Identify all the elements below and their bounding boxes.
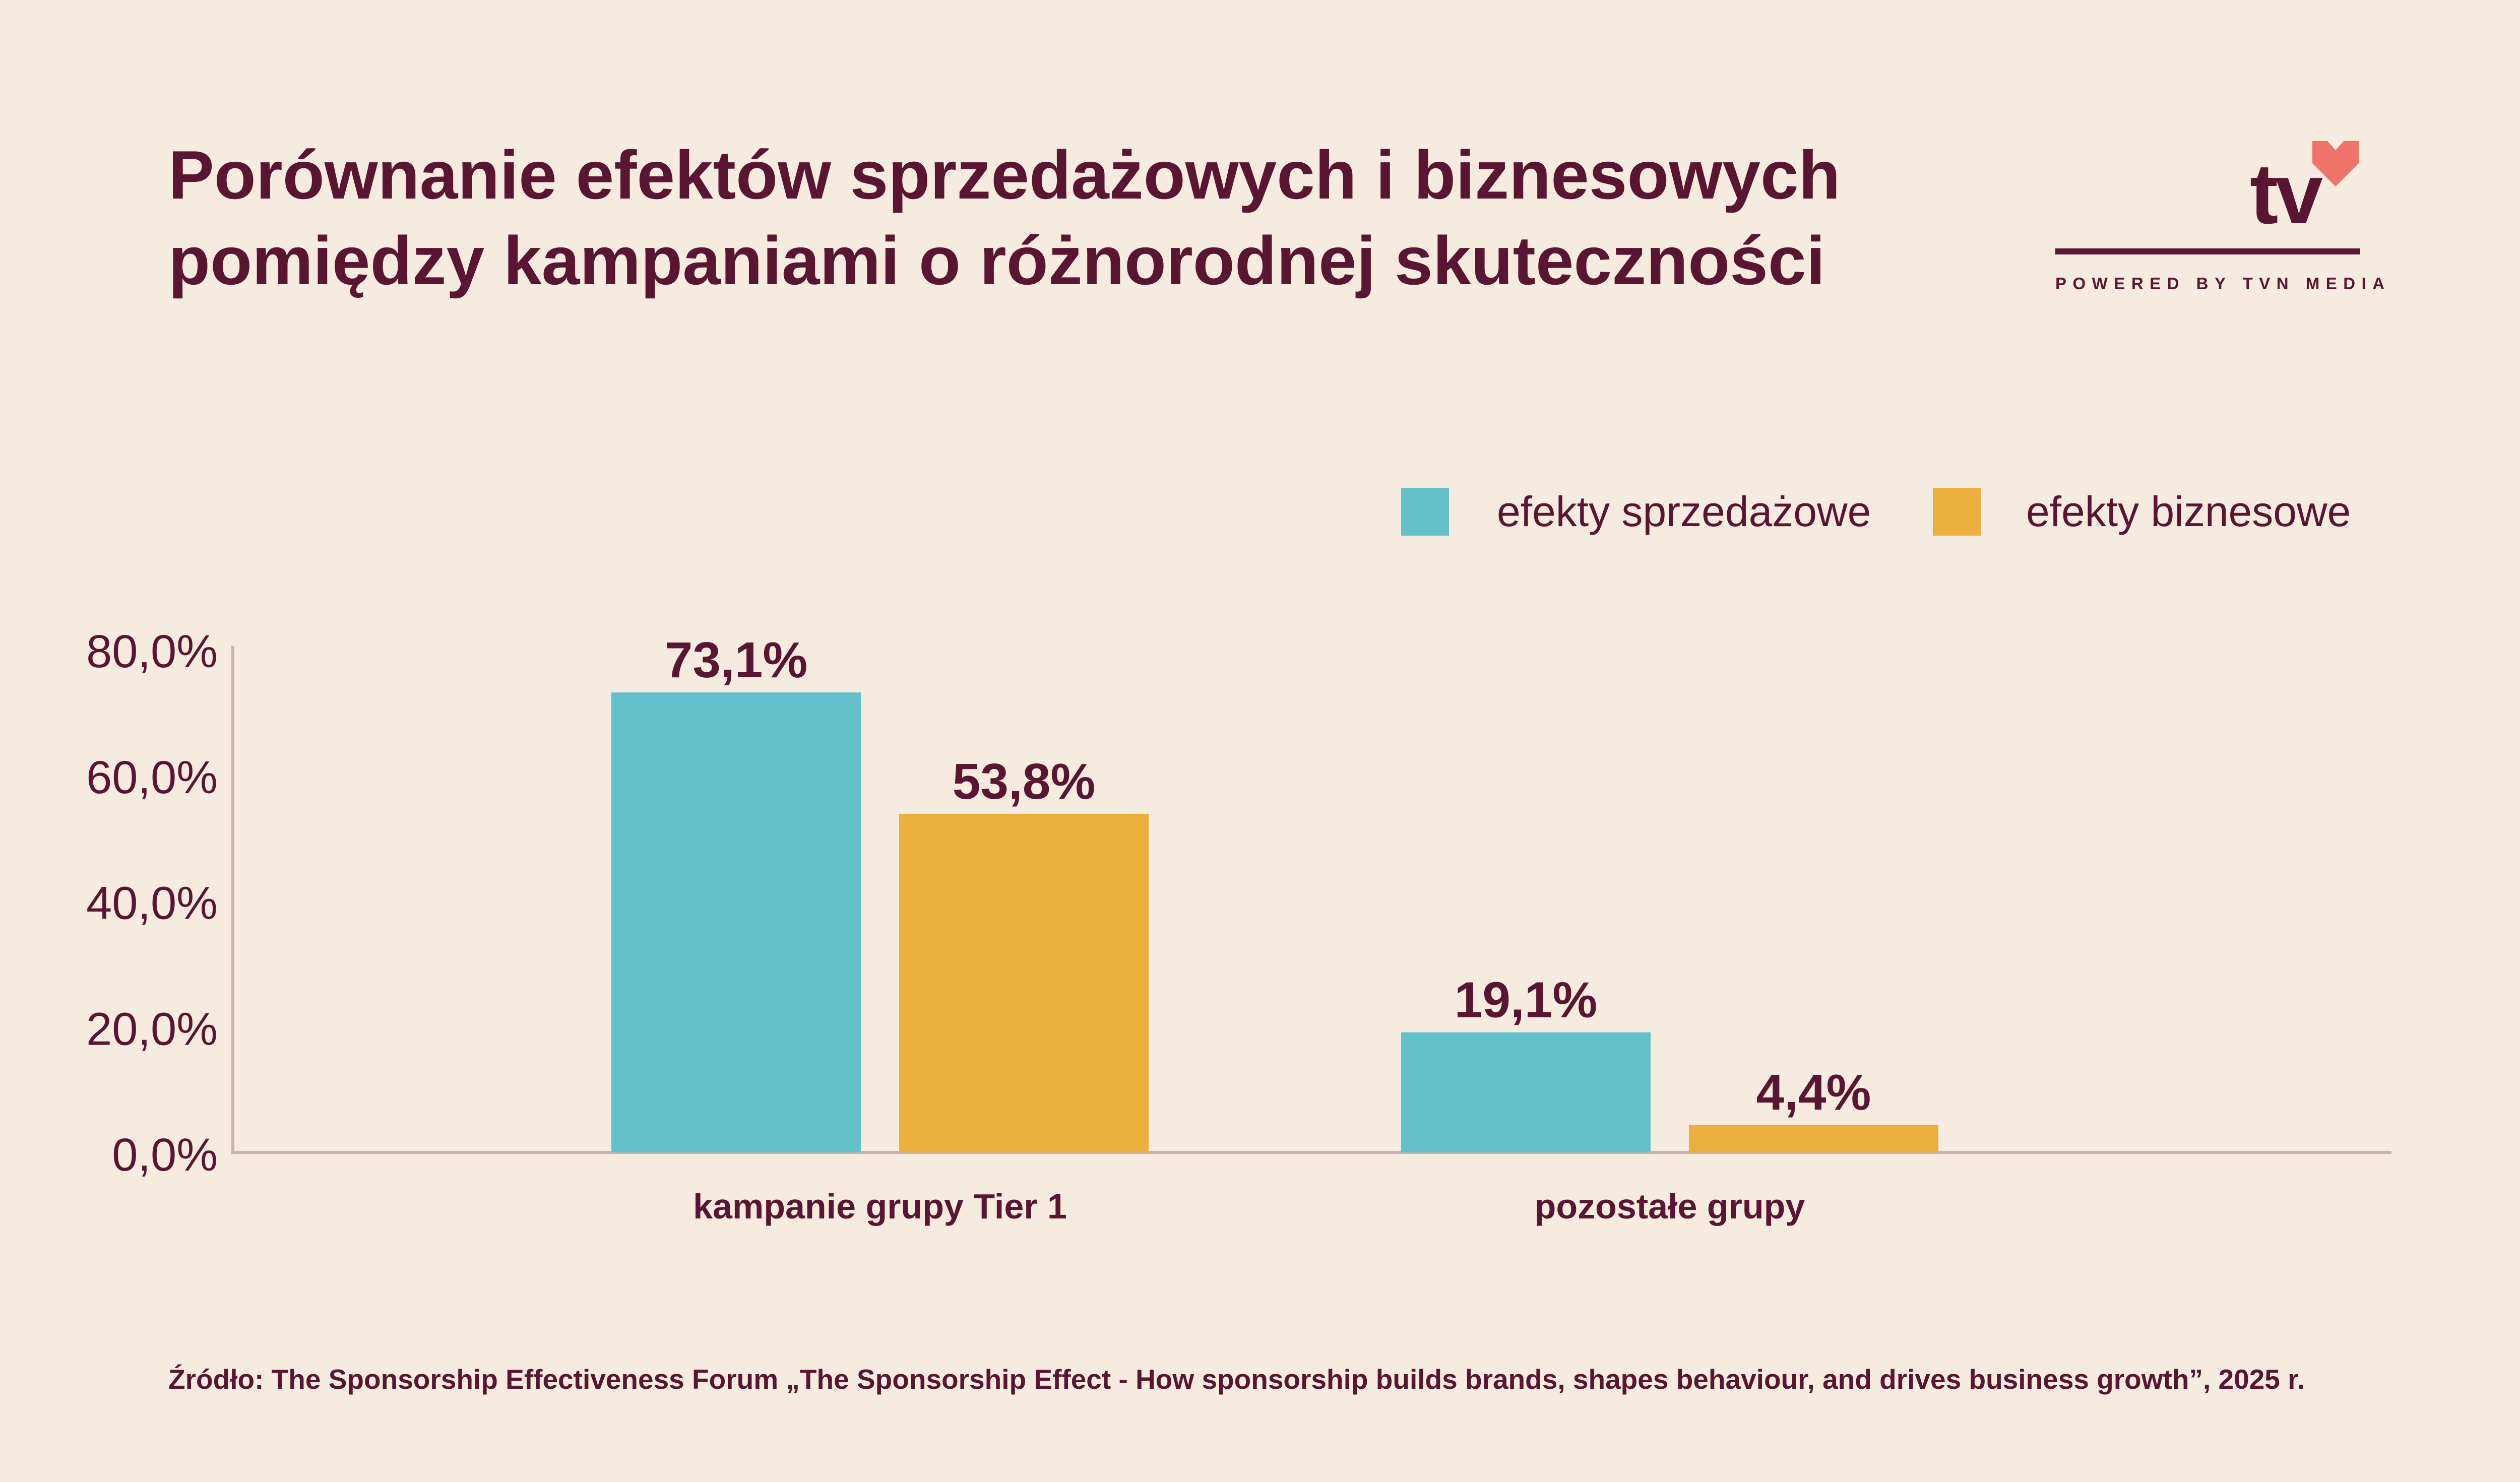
chart-title-line-2: pomiędzy kampaniami o różnorodnej skutec… xyxy=(168,222,1825,299)
bar xyxy=(899,814,1149,1152)
y-tick-label: 20,0% xyxy=(86,1003,218,1055)
bar xyxy=(611,692,861,1152)
logo-tagline: POWERED BY TVN MEDIA xyxy=(2055,274,2391,293)
y-tick-label: 0,0% xyxy=(112,1129,218,1181)
chart-title-line-1: Porównanie efektów sprzedażowych i bizne… xyxy=(168,137,1841,213)
source-note: Źródło: The Sponsorship Effectiveness Fo… xyxy=(168,1364,2305,1395)
legend-label-sales: efekty sprzedażowe xyxy=(1497,488,1871,535)
data-label: 19,1% xyxy=(1455,972,1598,1028)
y-tick-label: 40,0% xyxy=(86,878,218,929)
chart-title: Porównanie efektów sprzedażowych i bizne… xyxy=(168,132,1882,303)
legend-label-business: efekty biznesowe xyxy=(2026,488,2351,535)
y-tick-label: 80,0% xyxy=(86,626,218,677)
legend-swatch-sales xyxy=(1401,488,1449,536)
heart-icon xyxy=(2312,141,2359,186)
x-tick-label: kampanie grupy Tier 1 xyxy=(693,1187,1067,1226)
tv-logo: tv POWERED BY TVN MEDIA xyxy=(2055,141,2391,302)
logo-text: tv xyxy=(2249,146,2323,242)
bar xyxy=(1689,1125,1938,1152)
bar xyxy=(1401,1032,1651,1152)
x-tick-label: pozostałe grupy xyxy=(1535,1187,1805,1226)
data-label: 73,1% xyxy=(665,632,808,688)
logo-divider xyxy=(2055,248,2360,254)
legend-swatch-business xyxy=(1933,488,1981,536)
data-label: 4,4% xyxy=(1756,1064,1871,1121)
y-tick-label: 60,0% xyxy=(86,752,218,803)
data-label: 53,8% xyxy=(953,753,1096,810)
